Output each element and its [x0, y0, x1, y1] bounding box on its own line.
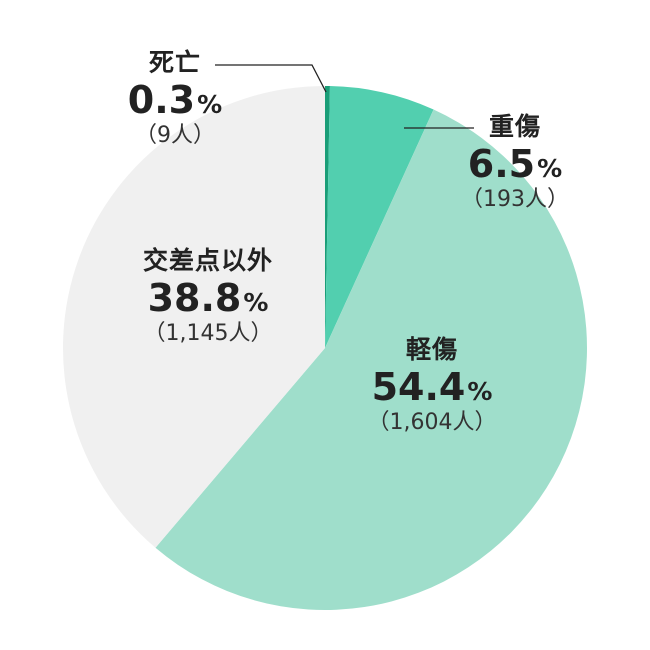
label-other: 交差点以外 38.8% （1,145人）: [118, 248, 298, 345]
pie-slice-death: [325, 86, 330, 348]
slice-percent: 6.5%: [467, 142, 563, 186]
slice-name: 軽傷: [405, 335, 458, 364]
leader-lines: [215, 64, 474, 129]
slice-percent: 54.4%: [371, 365, 493, 409]
slice-percent: 38.8%: [147, 276, 269, 320]
slice-name: 重傷: [488, 112, 541, 141]
label-minor: 軽傷 54.4% （1,604人）: [352, 337, 512, 434]
pie-slice-serious: [325, 86, 434, 349]
label-serious: 重傷 6.5% （193人）: [440, 114, 590, 211]
slice-count: （1,604人）: [367, 410, 497, 435]
slice-name: 死亡: [148, 48, 201, 77]
leader-line-death: [215, 64, 327, 93]
label-death: 死亡 0.3% （9人）: [110, 50, 240, 147]
slice-percent: 0.3%: [127, 78, 223, 122]
pie-slices: [63, 86, 587, 610]
slice-name: 交差点以外: [142, 246, 273, 275]
slice-count: （193人）: [461, 187, 569, 212]
slice-count: （9人）: [135, 123, 215, 148]
pie-slice-minor: [155, 109, 587, 610]
slice-count: （1,145人）: [143, 321, 273, 346]
pie-slice-other: [63, 86, 326, 548]
